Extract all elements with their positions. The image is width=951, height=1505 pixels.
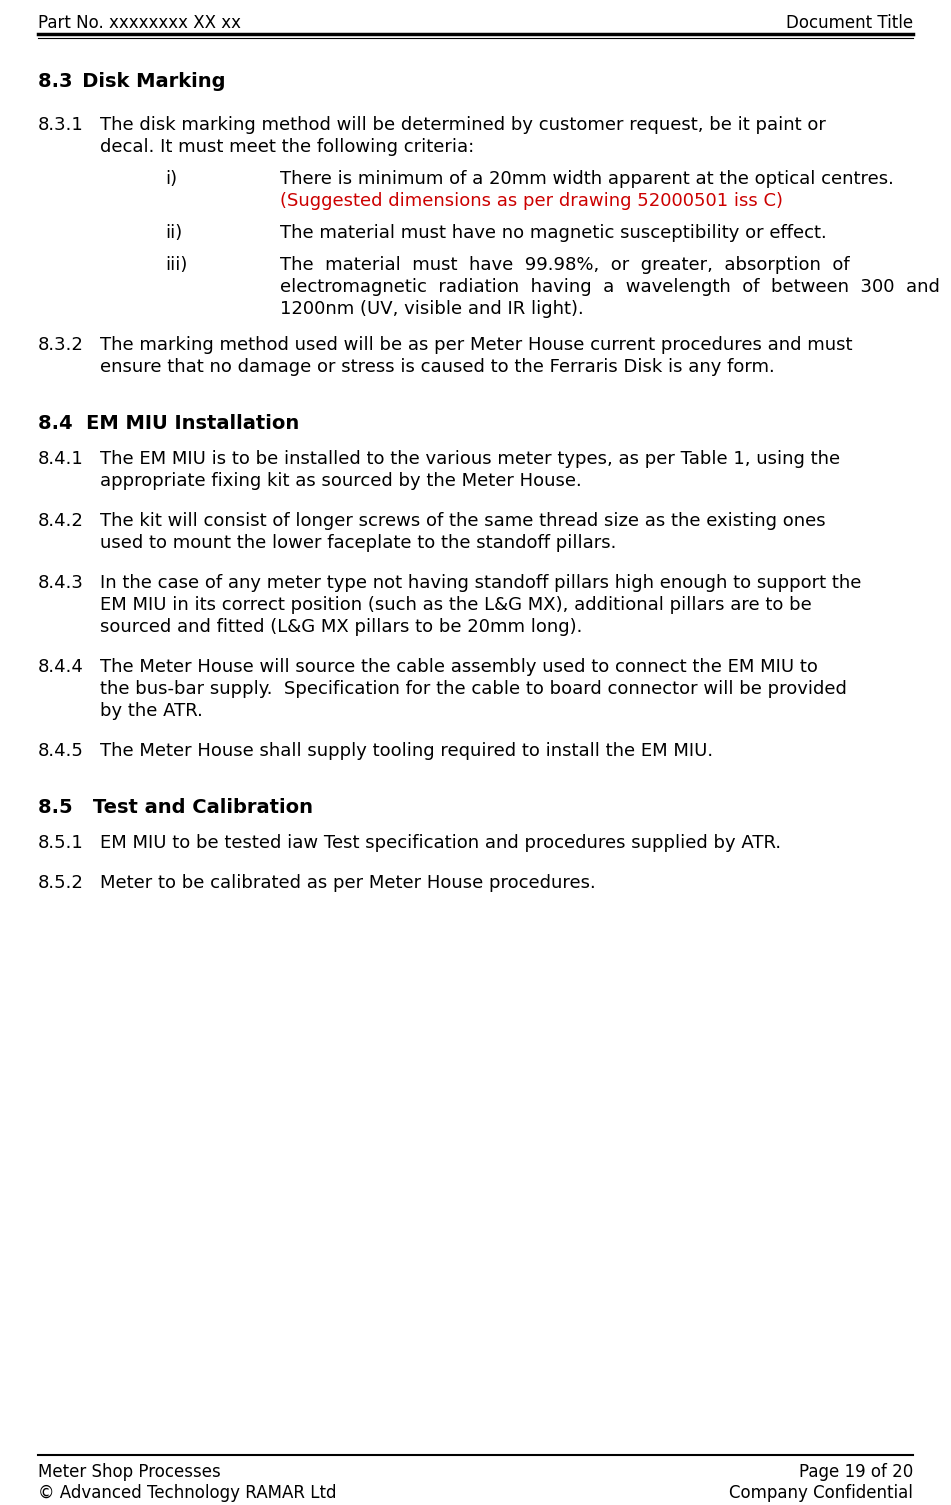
Text: 8.5.1: 8.5.1: [38, 834, 84, 852]
Text: (Suggested dimensions as per drawing 52000501 iss C): (Suggested dimensions as per drawing 520…: [280, 193, 783, 211]
Text: sourced and fitted (L&G MX pillars to be 20mm long).: sourced and fitted (L&G MX pillars to be…: [100, 619, 582, 637]
Text: 8.4.4: 8.4.4: [38, 658, 84, 676]
Text: 8.5   Test and Calibration: 8.5 Test and Calibration: [38, 798, 313, 817]
Text: The disk marking method will be determined by customer request, be it paint or: The disk marking method will be determin…: [100, 116, 825, 134]
Text: by the ATR.: by the ATR.: [100, 701, 203, 719]
Text: © Advanced Technology RAMAR Ltd: © Advanced Technology RAMAR Ltd: [38, 1484, 337, 1502]
Text: electromagnetic  radiation  having  a  wavelength  of  between  300  and: electromagnetic radiation having a wavel…: [280, 278, 940, 296]
Text: Part No. xxxxxxxx XX xx: Part No. xxxxxxxx XX xx: [38, 14, 241, 32]
Text: used to mount the lower faceplate to the standoff pillars.: used to mount the lower faceplate to the…: [100, 534, 616, 552]
Text: Page 19 of 20: Page 19 of 20: [799, 1463, 913, 1481]
Text: appropriate fixing kit as sourced by the Meter House.: appropriate fixing kit as sourced by the…: [100, 473, 582, 491]
Text: The EM MIU is to be installed to the various meter types, as per Table 1, using : The EM MIU is to be installed to the var…: [100, 450, 840, 468]
Text: 8.5.2: 8.5.2: [38, 874, 84, 892]
Text: iii): iii): [165, 256, 187, 274]
Text: The material must have no magnetic susceptibility or effect.: The material must have no magnetic susce…: [280, 224, 826, 242]
Text: The Meter House shall supply tooling required to install the EM MIU.: The Meter House shall supply tooling req…: [100, 742, 713, 760]
Text: 8.4.5: 8.4.5: [38, 742, 84, 760]
Text: the bus-bar supply.  Specification for the cable to board connector will be prov: the bus-bar supply. Specification for th…: [100, 680, 847, 698]
Text: 8.3.1: 8.3.1: [38, 116, 84, 134]
Text: 8.4.3: 8.4.3: [38, 573, 84, 591]
Text: Document Title: Document Title: [786, 14, 913, 32]
Text: ensure that no damage or stress is caused to the Ferraris Disk is any form.: ensure that no damage or stress is cause…: [100, 358, 775, 376]
Text: Company Confidential: Company Confidential: [729, 1484, 913, 1502]
Text: In the case of any meter type not having standoff pillars high enough to support: In the case of any meter type not having…: [100, 573, 862, 591]
Text: 8.4.1: 8.4.1: [38, 450, 84, 468]
Text: Meter Shop Processes: Meter Shop Processes: [38, 1463, 221, 1481]
Text: The  material  must  have  99.98%,  or  greater,  absorption  of: The material must have 99.98%, or greate…: [280, 256, 849, 274]
Text: decal. It must meet the following criteria:: decal. It must meet the following criter…: [100, 138, 475, 157]
Text: 8.3.2: 8.3.2: [38, 336, 84, 354]
Text: i): i): [165, 170, 177, 188]
Text: Meter to be calibrated as per Meter House procedures.: Meter to be calibrated as per Meter Hous…: [100, 874, 595, 892]
Text: The marking method used will be as per Meter House current procedures and must: The marking method used will be as per M…: [100, 336, 852, 354]
Text: 8.4  EM MIU Installation: 8.4 EM MIU Installation: [38, 414, 300, 433]
Text: 8.4.2: 8.4.2: [38, 512, 84, 530]
Text: 8.3 Disk Marking: 8.3 Disk Marking: [38, 72, 225, 90]
Text: The Meter House will source the cable assembly used to connect the EM MIU to: The Meter House will source the cable as…: [100, 658, 818, 676]
Text: EM MIU in its correct position (such as the L&G MX), additional pillars are to b: EM MIU in its correct position (such as …: [100, 596, 812, 614]
Text: ii): ii): [165, 224, 183, 242]
Text: There is minimum of a 20mm width apparent at the optical centres.: There is minimum of a 20mm width apparen…: [280, 170, 894, 188]
Text: EM MIU to be tested iaw Test specification and procedures supplied by ATR.: EM MIU to be tested iaw Test specificati…: [100, 834, 781, 852]
Text: The kit will consist of longer screws of the same thread size as the existing on: The kit will consist of longer screws of…: [100, 512, 825, 530]
Text: 1200nm (UV, visible and IR light).: 1200nm (UV, visible and IR light).: [280, 299, 584, 318]
